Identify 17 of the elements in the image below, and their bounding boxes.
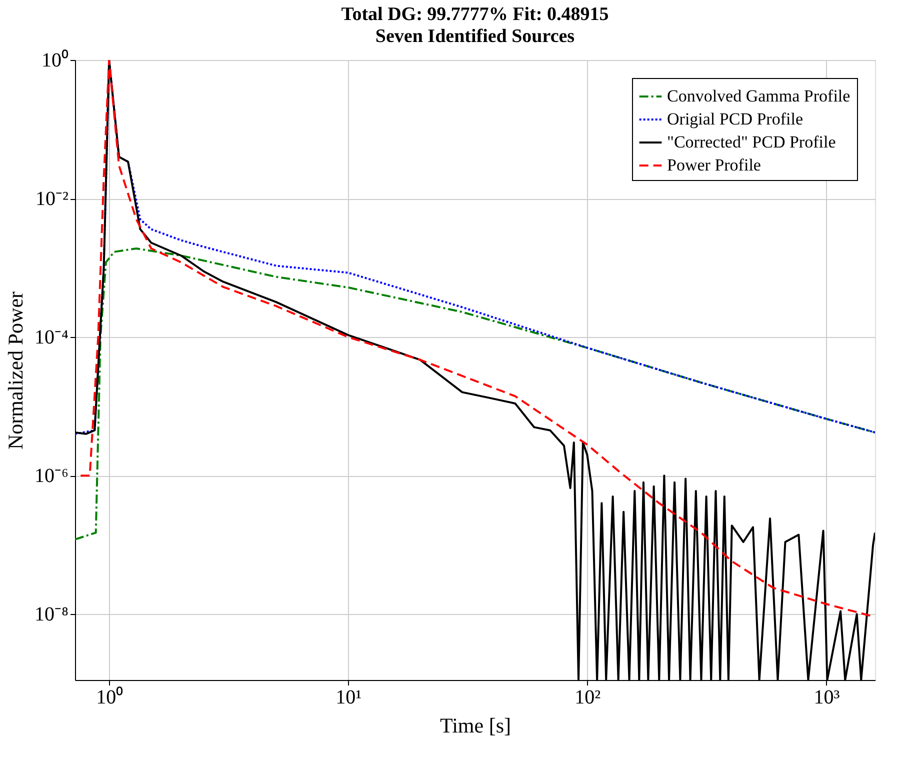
legend-label: Convolved Gamma Profile <box>667 86 850 106</box>
x-tick-label: 10¹ <box>336 686 362 708</box>
legend-label: Power Profile <box>667 156 761 174</box>
chart-title: Total DG: 99.7777% Fit: 0.48915 <box>341 4 609 25</box>
y-axis-title: Normalized Power <box>4 291 28 450</box>
x-tick-label: 10² <box>574 686 601 708</box>
y-tick-label: 10⁻⁸ <box>34 604 69 626</box>
chart-subtitle: Seven Identified Sources <box>375 26 575 47</box>
x-axis-title: Time [s] <box>440 714 511 738</box>
x-tick-label: 10³ <box>814 686 840 708</box>
legend-label: Origial PCD Profile <box>667 110 803 128</box>
x-tick-label: 10⁰ <box>96 686 124 708</box>
legend-label: "Corrected" PCD Profile <box>667 132 836 152</box>
y-tick-label: 10⁻⁴ <box>34 326 69 349</box>
y-tick-label: 10⁻² <box>36 188 68 210</box>
y-tick-label: 10⁻⁶ <box>34 465 69 488</box>
y-tick-label: 10⁰ <box>42 48 68 72</box>
